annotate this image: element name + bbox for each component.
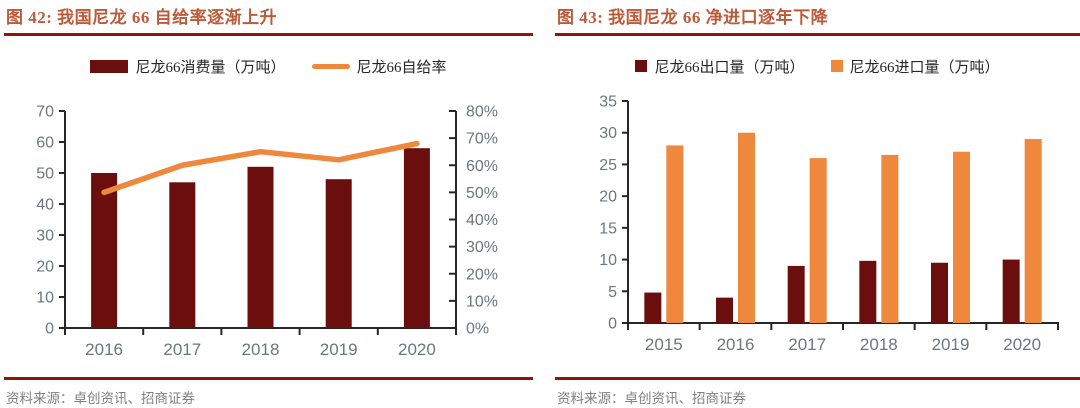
- left-axis-label: 70: [36, 104, 54, 121]
- legend-label: 尼龙66出口量（万吨）: [654, 59, 805, 76]
- bar-export-2020: [1002, 259, 1020, 323]
- bar-export-2016: [716, 297, 733, 323]
- square-swatch-icon: [635, 60, 648, 72]
- legend-label: 尼龙66消费量（万吨）: [135, 59, 286, 76]
- right-axis-label: 10%: [466, 293, 498, 310]
- bar-import-2018: [881, 154, 899, 323]
- bar-consumption-2018: [247, 166, 274, 328]
- x-axis-year-label: 2016: [85, 340, 123, 359]
- bar-export-2017: [787, 265, 805, 323]
- y-axis-label: 5: [608, 284, 617, 301]
- export-bars: [644, 259, 1020, 323]
- figure-42-legend: 尼龙66消费量（万吨） 尼龙66自给率: [4, 56, 533, 77]
- figure-43-panel: 图 43: 我国尼龙 66 净进口逐年下降 尼龙66出口量（万吨） 尼龙66进口…: [540, 0, 1080, 408]
- left-axis-label: 0: [45, 321, 54, 338]
- x-axis-year-label: 2020: [1003, 335, 1041, 354]
- y-axis-label: 30: [599, 125, 617, 142]
- right-axis-label: 80%: [466, 104, 498, 121]
- left-axis-label: 60: [36, 135, 54, 152]
- import-bars: [666, 132, 1042, 323]
- y-axis-label: 0: [608, 316, 617, 333]
- bar-import-2016: [738, 132, 755, 323]
- y-axis-label: 20: [599, 189, 617, 206]
- bar-consumption-2017: [169, 182, 196, 328]
- legend-item-self-sufficiency: 尼龙66自给率: [311, 56, 447, 77]
- x-axis-year-label: 2018: [242, 340, 280, 359]
- figure-42-title: 图 42: 我国尼龙 66 自给率逐渐上升: [4, 5, 533, 36]
- bar-export-2019: [931, 262, 948, 323]
- x-axis-year-label: 2015: [645, 335, 683, 354]
- left-axis-label: 40: [36, 197, 54, 214]
- self-sufficiency-line: [101, 140, 420, 196]
- consumption-bars: [91, 148, 430, 328]
- y-axis-label: 10: [599, 252, 617, 269]
- left-axis-label: 10: [36, 290, 54, 307]
- legend-item-consumption: 尼龙66消费量（万吨）: [90, 56, 286, 77]
- bar-export-2018: [859, 260, 877, 323]
- left-axis-label: 50: [36, 166, 54, 183]
- axes: 0 5 10 15 20 25 30 35: [599, 94, 1059, 333]
- x-axis-year-label: 2019: [932, 335, 970, 354]
- axes: 0 10 20 30 40 50 60 70 0% 10% 20% 30% 40% 50% 60% 70% 80…: [36, 104, 498, 338]
- figure-43-source: 资料来源：卓创资讯、招商证券: [555, 377, 1080, 407]
- figure-42-chart: 0 10 20 30 40 50 60 70 0% 10% 20% 30% 40% 50% 60% 70% 80…: [36, 104, 498, 360]
- x-axis-year-label: 2017: [163, 340, 201, 359]
- figure-43-legend: 尼龙66出口量（万吨） 尼龙66进口量（万吨）: [555, 56, 1080, 77]
- left-axis-label: 20: [36, 259, 54, 276]
- bar-consumption-2019: [325, 179, 352, 328]
- right-axis-label: 0%: [466, 321, 489, 338]
- right-axis-label: 30%: [466, 239, 498, 256]
- figure-43-title: 图 43: 我国尼龙 66 净进口逐年下降: [555, 5, 1080, 36]
- bar-import-2015: [666, 145, 684, 323]
- right-axis-label: 20%: [466, 266, 498, 283]
- legend-item-imports: 尼龙66进口量（万吨）: [830, 56, 1000, 77]
- legend-label: 尼龙66进口量（万吨）: [849, 59, 1000, 76]
- figure-43-chart: 0 5 10 15 20 25 30 35 2015 2016 2017 2018 2019 2020: [599, 94, 1059, 354]
- square-swatch-icon: [830, 60, 843, 72]
- right-axis-label: 60%: [466, 158, 498, 175]
- bar-consumption-2020: [403, 148, 430, 328]
- right-axis-label: 50%: [466, 185, 498, 202]
- y-axis-label: 25: [599, 157, 617, 174]
- bar-consumption-2016: [91, 173, 118, 328]
- bar-swatch-icon: [90, 59, 129, 73]
- bar-import-2017: [809, 158, 827, 323]
- bar-export-2015: [644, 292, 662, 323]
- y-axis-label: 15: [599, 220, 617, 237]
- legend-item-exports: 尼龙66出口量（万吨）: [635, 56, 805, 77]
- bar-import-2019: [953, 151, 970, 323]
- legend-label: 尼龙66自给率: [356, 59, 447, 76]
- right-axis-label: 70%: [466, 131, 498, 148]
- y-axis-label: 35: [599, 94, 617, 111]
- x-axis-year-label: 2019: [320, 340, 358, 359]
- left-axis-label: 30: [36, 228, 54, 245]
- bar-import-2020: [1024, 139, 1042, 323]
- x-axis-year-label: 2020: [398, 340, 436, 359]
- line-swatch-icon: [311, 63, 350, 69]
- figure-42-panel: 图 42: 我国尼龙 66 自给率逐渐上升 尼龙66消费量（万吨） 尼龙66自给…: [4, 5, 533, 407]
- x-axis-year-label: 2016: [717, 335, 755, 354]
- figure-42-source: 资料来源：卓创资讯、招商证券: [4, 377, 533, 407]
- x-axis-year-label: 2018: [860, 335, 898, 354]
- right-axis-label: 40%: [466, 212, 498, 229]
- x-axis-year-label: 2017: [788, 335, 826, 354]
